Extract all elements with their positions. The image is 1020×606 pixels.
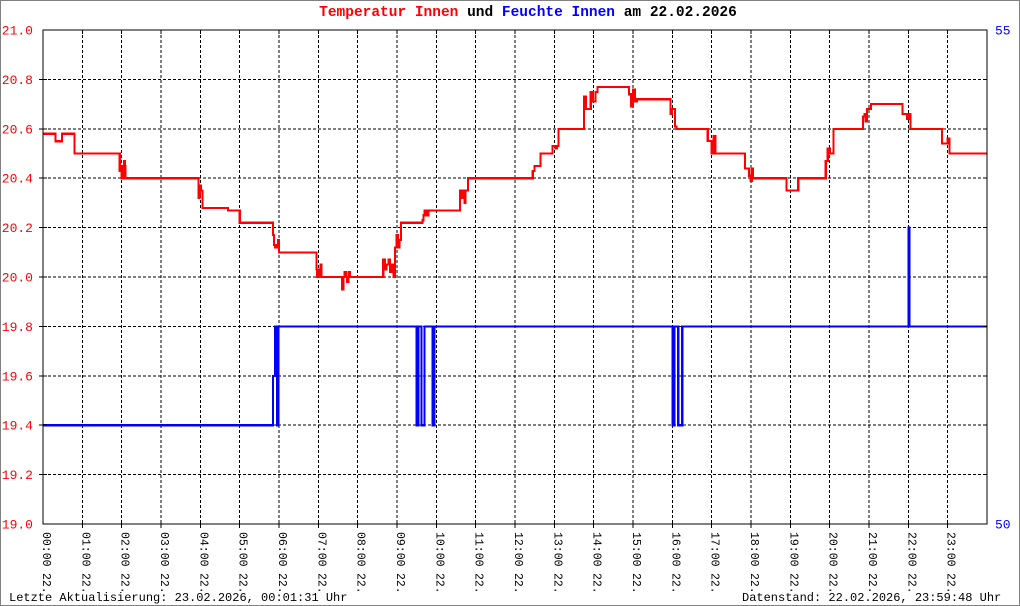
svg-text:55: 55 <box>995 24 1011 39</box>
svg-text:08:00: 08:00 <box>354 532 367 567</box>
svg-text:22.: 22. <box>472 573 485 594</box>
svg-text:20.8: 20.8 <box>2 73 33 88</box>
svg-text:19.0: 19.0 <box>2 518 33 533</box>
svg-text:14:00: 14:00 <box>590 532 603 567</box>
svg-text:16:00: 16:00 <box>668 532 681 567</box>
svg-text:20:00: 20:00 <box>826 532 839 567</box>
svg-text:11:00: 11:00 <box>472 532 485 567</box>
svg-text:Letzte Aktualisierung: 23.02.2: Letzte Aktualisierung: 23.02.2026, 00:01… <box>9 591 347 605</box>
svg-text:22.: 22. <box>590 573 603 594</box>
svg-text:22.: 22. <box>629 573 642 594</box>
svg-text:19.6: 19.6 <box>2 369 33 384</box>
svg-text:50: 50 <box>995 518 1011 533</box>
svg-text:06:00: 06:00 <box>275 532 288 567</box>
svg-text:22:00: 22:00 <box>904 532 917 567</box>
svg-text:22.: 22. <box>708 573 721 594</box>
svg-text:22.: 22. <box>550 573 563 594</box>
svg-text:Temperatur Innen und Feuchte I: Temperatur Innen und Feuchte Innen am 22… <box>319 5 737 21</box>
svg-text:20.4: 20.4 <box>2 172 33 187</box>
svg-text:21:00: 21:00 <box>865 532 878 567</box>
svg-text:09:00: 09:00 <box>393 532 406 567</box>
svg-text:23:00: 23:00 <box>944 532 957 567</box>
svg-text:02:00: 02:00 <box>118 532 131 567</box>
svg-text:22.: 22. <box>393 573 406 594</box>
svg-text:04:00: 04:00 <box>196 532 209 567</box>
svg-text:21.0: 21.0 <box>2 24 33 39</box>
svg-text:19:00: 19:00 <box>786 532 799 567</box>
svg-text:07:00: 07:00 <box>314 532 327 567</box>
svg-text:22.: 22. <box>432 573 445 594</box>
svg-text:20.2: 20.2 <box>2 221 33 236</box>
svg-text:19.2: 19.2 <box>2 468 33 483</box>
svg-text:03:00: 03:00 <box>157 532 170 567</box>
svg-text:12:00: 12:00 <box>511 532 524 567</box>
svg-text:22.: 22. <box>668 573 681 594</box>
svg-text:19.8: 19.8 <box>2 320 33 335</box>
svg-text:20.0: 20.0 <box>2 271 33 286</box>
svg-text:20.6: 20.6 <box>2 122 33 137</box>
svg-text:01:00: 01:00 <box>78 532 91 567</box>
svg-text:10:00: 10:00 <box>432 532 445 567</box>
svg-text:Datenstand: 22.02.2026, 23:59:: Datenstand: 22.02.2026, 23:59:48 Uhr <box>742 591 1001 605</box>
svg-text:22.: 22. <box>511 573 524 594</box>
svg-text:22.: 22. <box>354 573 367 594</box>
svg-text:15:00: 15:00 <box>629 532 642 567</box>
svg-text:13:00: 13:00 <box>550 532 563 567</box>
svg-text:18:00: 18:00 <box>747 532 760 567</box>
svg-text:05:00: 05:00 <box>236 532 249 567</box>
svg-text:17:00: 17:00 <box>708 532 721 567</box>
svg-text:00:00: 00:00 <box>39 532 52 567</box>
svg-text:19.4: 19.4 <box>2 419 33 434</box>
